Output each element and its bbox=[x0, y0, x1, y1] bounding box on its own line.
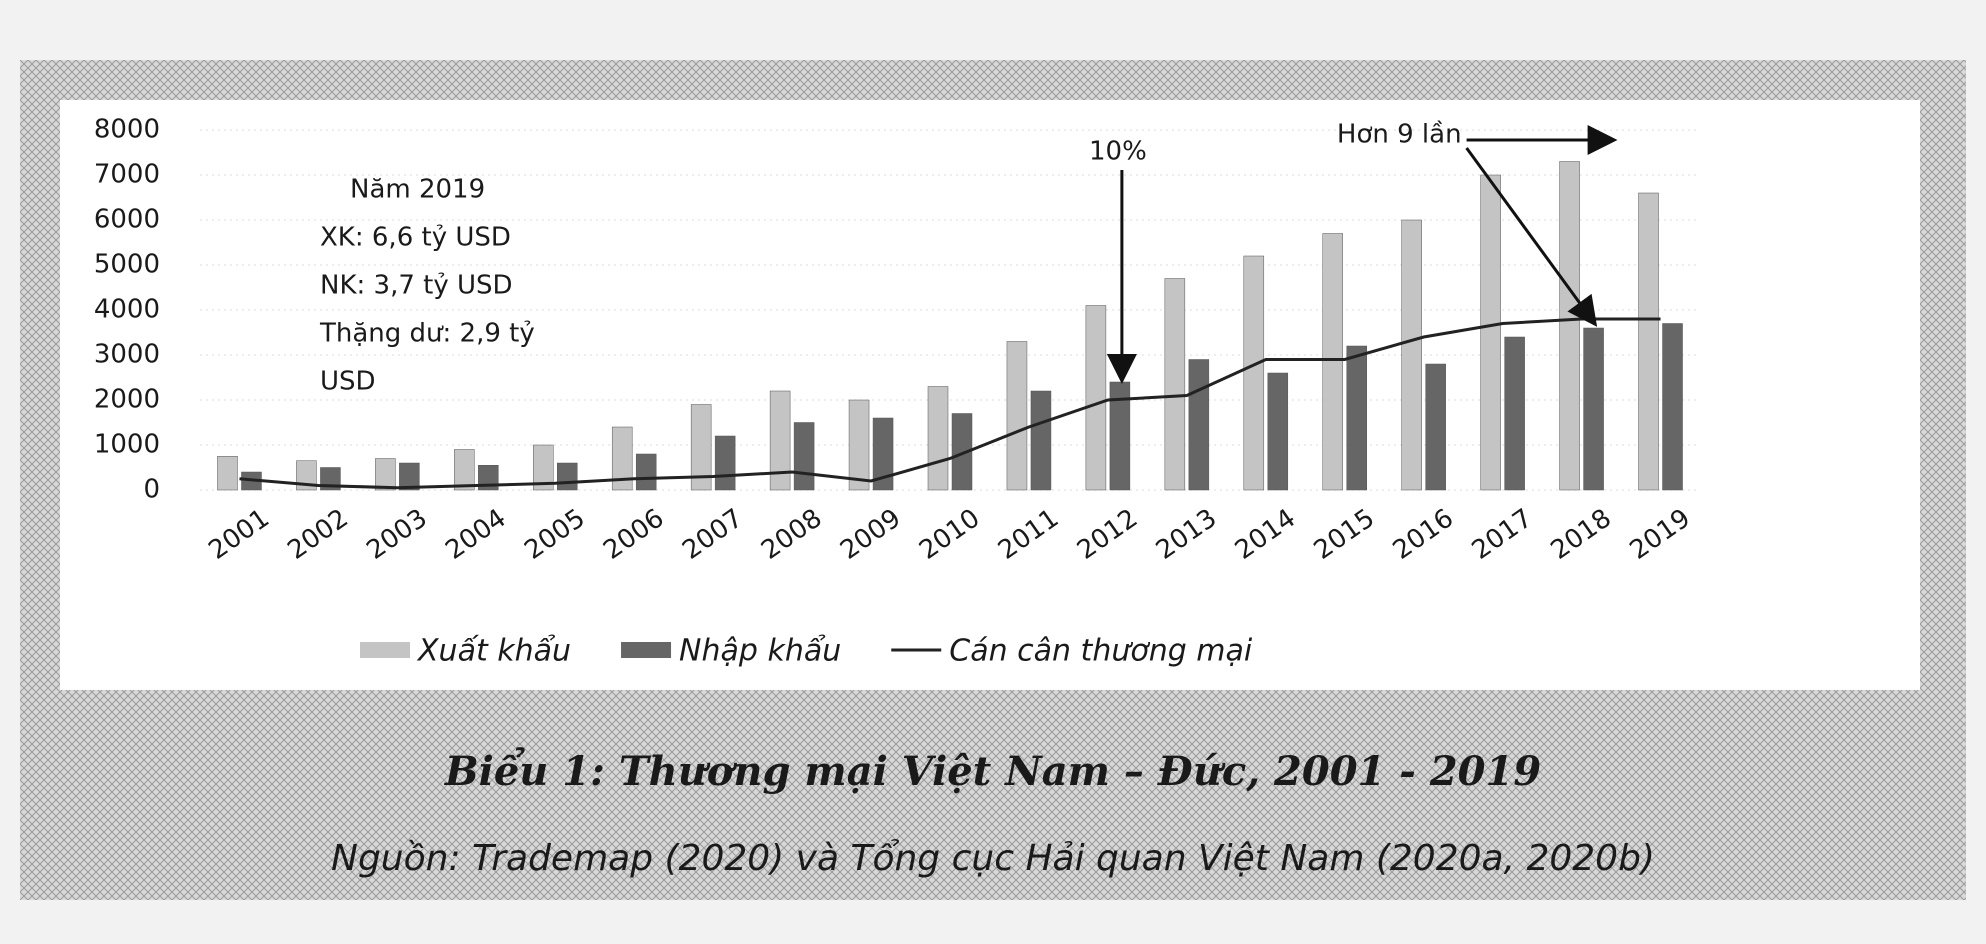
bar bbox=[1267, 372, 1289, 491]
bar bbox=[1504, 336, 1525, 491]
bar bbox=[769, 390, 791, 491]
bar bbox=[1583, 327, 1604, 491]
bar bbox=[1662, 323, 1683, 491]
bar bbox=[1006, 341, 1028, 491]
bar bbox=[1243, 255, 1265, 491]
bar bbox=[690, 404, 712, 491]
legend-swatch bbox=[621, 642, 672, 658]
y-tick-label: 0 bbox=[143, 475, 160, 505]
annotation: XK: 6,6 tỷ USD bbox=[320, 223, 511, 253]
bar bbox=[1401, 219, 1422, 491]
balance-line bbox=[239, 317, 1661, 490]
bar bbox=[454, 449, 475, 491]
annotation: NK: 3,7 tỷ USD bbox=[320, 271, 513, 301]
annotation: Thặng dư: 2,9 tỷ bbox=[319, 319, 535, 349]
bar bbox=[1480, 174, 1501, 491]
bar bbox=[533, 444, 554, 491]
annotation: Năm 2019 bbox=[350, 175, 485, 205]
bar bbox=[1085, 305, 1107, 491]
bar bbox=[1030, 390, 1052, 491]
bar bbox=[1188, 359, 1210, 491]
legend-label: Xuất khẩu bbox=[416, 633, 571, 669]
bar bbox=[951, 413, 973, 491]
arrow-label: Hơn 9 lần bbox=[1337, 120, 1462, 150]
bar bbox=[557, 462, 578, 491]
bar bbox=[872, 417, 894, 491]
y-tick-label: 6000 bbox=[94, 205, 160, 235]
bar bbox=[1638, 192, 1659, 491]
legend-label: Nhập khẩu bbox=[679, 633, 841, 669]
y-tick-label: 4000 bbox=[94, 295, 160, 325]
bar bbox=[1559, 161, 1580, 491]
arrow bbox=[1465, 147, 1598, 327]
bar bbox=[1322, 233, 1343, 491]
y-tick-label: 3000 bbox=[94, 340, 160, 370]
bar bbox=[848, 399, 870, 491]
y-tick-label: 8000 bbox=[94, 115, 160, 145]
y-tick-label: 1000 bbox=[94, 430, 160, 460]
arrow-label: 10% bbox=[1089, 137, 1147, 167]
source-note: Nguồn: Trademap (2020) và Tổng cục Hải q… bbox=[331, 838, 1655, 879]
bar bbox=[635, 453, 657, 491]
bar bbox=[927, 386, 949, 491]
bar bbox=[217, 456, 238, 491]
y-tick-label: 5000 bbox=[94, 250, 160, 280]
y-tick-label: 7000 bbox=[94, 160, 160, 190]
plot-panel bbox=[60, 100, 1920, 690]
chart-title: Biểu 1: Thương mại Việt Nam – Đức, 2001 … bbox=[444, 748, 1541, 795]
bar bbox=[1164, 278, 1186, 491]
bar bbox=[399, 462, 420, 491]
bar bbox=[793, 422, 815, 491]
y-tick-label: 2000 bbox=[94, 385, 160, 415]
legend-label: Cán cân thương mại bbox=[949, 634, 1253, 669]
bar bbox=[1425, 363, 1446, 491]
bar bbox=[714, 435, 736, 491]
legend-swatch bbox=[360, 642, 410, 658]
bar bbox=[375, 458, 396, 491]
bar bbox=[1346, 345, 1367, 491]
annotation: USD bbox=[320, 367, 376, 397]
bar bbox=[611, 426, 633, 491]
